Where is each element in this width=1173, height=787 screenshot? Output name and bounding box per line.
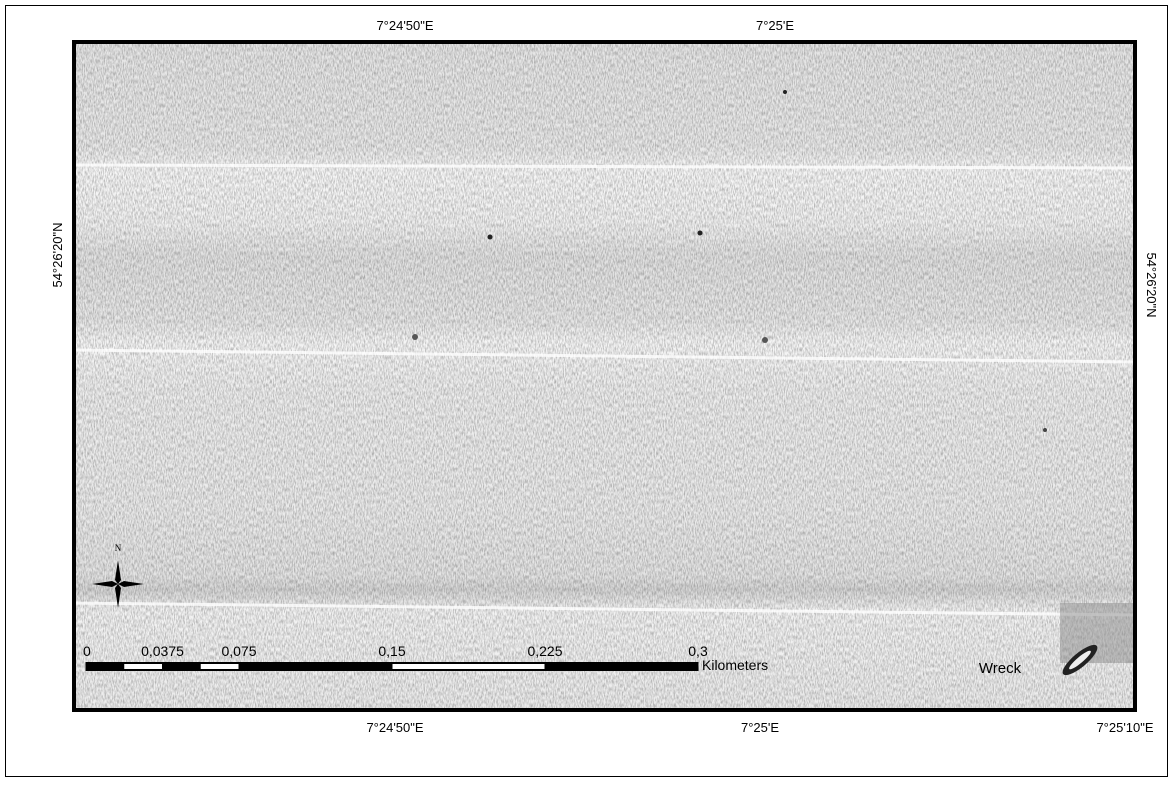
scale-unit: Kilometers <box>702 657 768 673</box>
bottom-coordinate-label: 7°24'50"E <box>366 720 423 735</box>
wreck-label: Wreck <box>979 660 1022 677</box>
scale-label: 0,3 <box>688 643 708 659</box>
scale-segment <box>545 664 698 669</box>
north-label: N <box>115 543 122 553</box>
north-arrow: N <box>92 543 144 608</box>
sonar-image <box>74 42 1135 710</box>
scale-segment <box>124 664 163 669</box>
top-coordinate-label: 7°25'E <box>756 18 794 33</box>
bottom-coordinate-label: 7°25'E <box>741 720 779 735</box>
scale-segment <box>392 664 545 669</box>
left-coordinate-label: 54°26'20"N <box>50 222 65 287</box>
scale-segment <box>162 664 201 669</box>
scale-segment <box>86 664 125 669</box>
scale-segment <box>239 664 392 669</box>
scale-segment <box>200 664 239 669</box>
scale-label: 0,225 <box>527 643 562 659</box>
scale-label: 0,0375 <box>141 643 184 659</box>
scale-label: 0 <box>83 643 91 659</box>
scale-label: 0,15 <box>378 643 405 659</box>
right-coordinate-label: 54°26'20"N <box>1144 252 1159 317</box>
map-frame <box>72 40 1137 712</box>
scale-label: 0,075 <box>221 643 256 659</box>
top-coordinate-label: 7°24'50"E <box>376 18 433 33</box>
bottom-coordinate-label: 7°25'10"E <box>1096 720 1153 735</box>
